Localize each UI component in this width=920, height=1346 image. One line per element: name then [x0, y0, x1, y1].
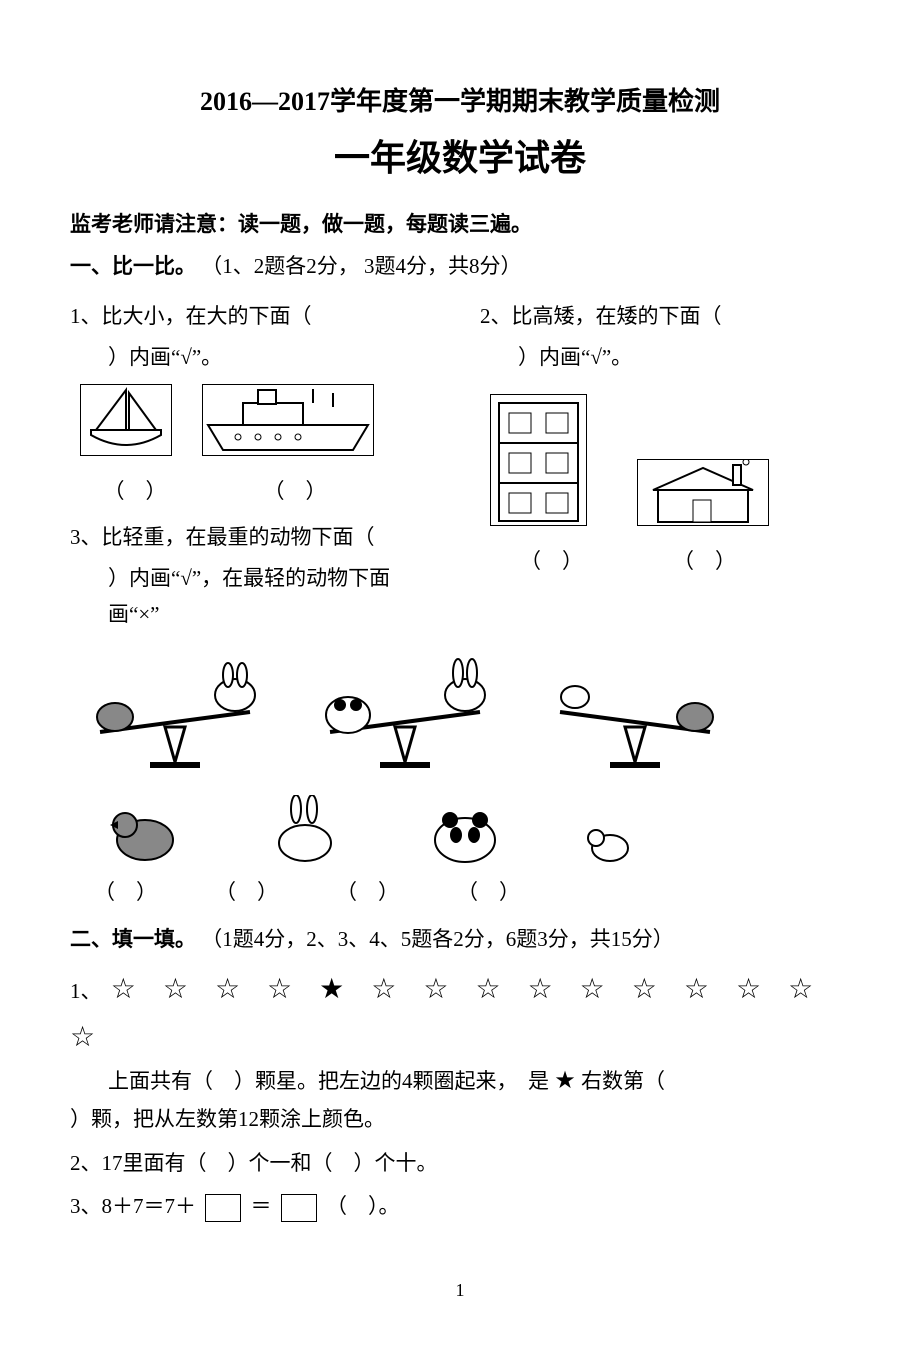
- section-1-points: （1、2题各2分， 3题4分，共8分）: [201, 254, 521, 278]
- q3-blanks: （ ） （ ） （ ） （ ）: [94, 875, 850, 911]
- sailboat-figure: [80, 384, 172, 468]
- question-1: 1、比大小，在大的下面（ ）内画“√”。: [70, 299, 440, 639]
- q3-blank-2[interactable]: （ ）: [336, 875, 399, 911]
- building-icon: [490, 394, 587, 526]
- s2-q3-mid: ＝: [251, 1194, 272, 1218]
- q3-text-line2: ）内画“√”，在最轻的动物下面画“×”: [70, 561, 440, 632]
- hut-figure: [637, 459, 769, 538]
- q3-blank-0[interactable]: （ ）: [94, 875, 157, 911]
- duck-icon: [100, 795, 190, 865]
- section-1-prefix: 一、比一比。: [70, 254, 196, 278]
- s2-q3-suffix: （ ）。: [326, 1194, 400, 1218]
- rabbit-icon: [260, 795, 350, 865]
- q1-blanks: （ ） （ ）: [90, 474, 440, 510]
- section-2-heading: 二、填一填。 （1题4分，2、3、4、5题各2分，6题3分，共15分）: [70, 922, 850, 958]
- seesaw-2-icon: [310, 657, 500, 777]
- s2-q1-line2: 上面共有（ ）颗星。把左边的4颗圈起来， 是 ★ 右数第（: [70, 1061, 850, 1102]
- q1-blank-a[interactable]: （ ）: [90, 474, 180, 510]
- s2-q3-prefix: 3、8＋7＝7＋: [70, 1194, 196, 1218]
- panda-icon: [420, 795, 510, 865]
- s2-q1-prefix: 1、: [70, 979, 102, 1003]
- q2-blank-a[interactable]: （ ）: [520, 544, 583, 580]
- seesaw-1-icon: [80, 657, 270, 777]
- question-2: 2、比高矮，在矮的下面（ ）内画“√”。: [480, 299, 850, 639]
- chick-icon: [580, 820, 635, 865]
- q2-text-line1: 2、比高矮，在矮的下面（: [480, 299, 850, 335]
- hut-icon: [637, 459, 769, 526]
- page-number: 1: [70, 1275, 850, 1306]
- answer-box-1[interactable]: [205, 1194, 241, 1222]
- s2-q1-line2a: 上面共有（ ）颗星。把左边的4颗圈起来， 是: [108, 1069, 549, 1093]
- s2-q1-line3: ）颗，把从左数第12颗涂上颜色。: [70, 1102, 850, 1138]
- seesaw-3-icon: [540, 657, 730, 777]
- answer-box-2[interactable]: [281, 1194, 317, 1222]
- q2-blanks: （ ） （ ）: [520, 544, 850, 580]
- seesaw-row: [80, 657, 850, 777]
- seesaw-2: [310, 657, 500, 777]
- animal-row: [100, 795, 850, 865]
- q3-text-line1: 3、比轻重，在最重的动物下面（: [70, 520, 440, 556]
- q2-blank-b[interactable]: （ ）: [673, 544, 736, 580]
- seesaw-1: [80, 657, 270, 777]
- building-figure: [490, 394, 587, 538]
- section-2-prefix: 二、填一填。: [70, 927, 196, 951]
- section-1-heading: 一、比一比。 （1、2题各2分， 3题4分，共8分）: [70, 249, 850, 285]
- q3-blank-3[interactable]: （ ）: [457, 875, 520, 911]
- q2-figure-row: [490, 394, 850, 538]
- black-star-inline-icon: ★: [554, 1068, 576, 1094]
- s2-q1-line2b: 右数第（: [581, 1069, 665, 1093]
- exam-period-title: 2016—2017学年度第一学期期末教学质量检测: [70, 80, 850, 124]
- ship-figure: [202, 384, 374, 468]
- q1-text-line1: 1、比大小，在大的下面（: [70, 299, 440, 335]
- s2-q2: 2、17里面有（ ）个一和（ ）个十。: [70, 1146, 850, 1182]
- questions-1-2-row: 1、比大小，在大的下面（ ）内画“√”。: [70, 299, 850, 639]
- q2-text-line2: ）内画“√”。: [480, 340, 850, 376]
- paper-title: 一年级数学试卷: [70, 128, 850, 189]
- s2-q1-stars-line: 1、 ☆ ☆ ☆ ☆ ★ ☆ ☆ ☆ ☆ ☆ ☆ ☆ ☆ ☆ ☆: [70, 966, 850, 1061]
- section-2-points: （1题4分，2、3、4、5题各2分，6题3分，共15分）: [201, 927, 674, 951]
- q1-blank-b[interactable]: （ ）: [210, 474, 380, 510]
- seesaw-3: [540, 657, 730, 777]
- q1-text-line2: ）内画“√”。: [70, 340, 440, 376]
- proctor-instruction: 监考老师请注意：读一题，做一题，每题读三遍。: [70, 207, 850, 243]
- s2-q3: 3、8＋7＝7＋ ＝ （ ）。: [70, 1189, 850, 1225]
- q1-figure-row: [80, 384, 440, 468]
- sailboat-icon: [80, 384, 172, 456]
- ship-icon: [202, 384, 374, 456]
- star-row: ☆ ☆ ☆ ☆ ★ ☆ ☆ ☆ ☆ ☆ ☆ ☆ ☆ ☆ ☆: [70, 974, 823, 1053]
- q3-blank-1[interactable]: （ ）: [215, 875, 278, 911]
